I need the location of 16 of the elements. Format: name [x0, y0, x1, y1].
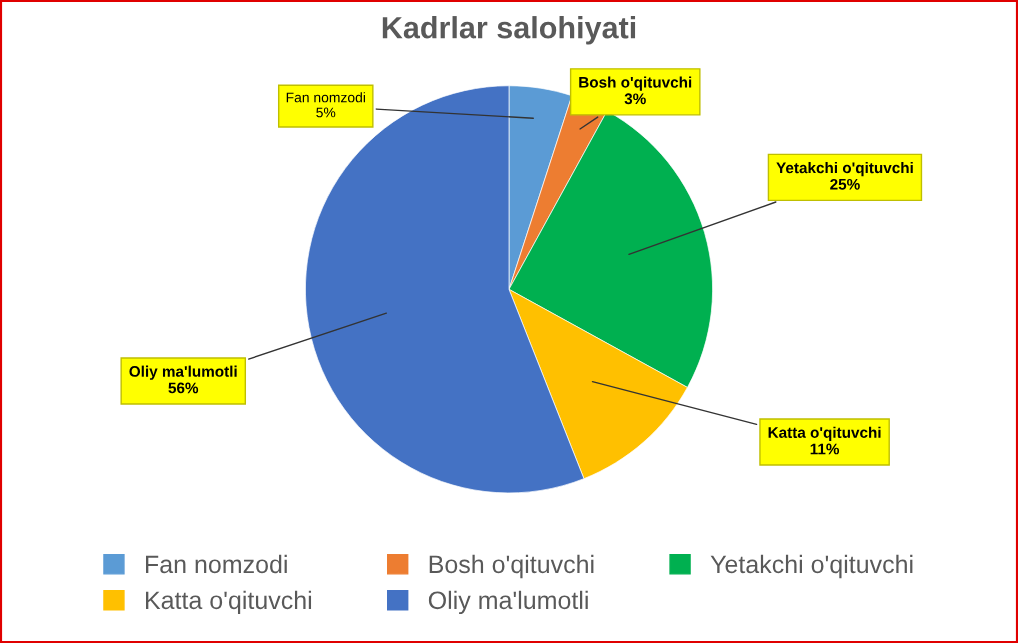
legend-label: Oliy ma'lumotli — [428, 590, 588, 615]
data-label: 5% — [316, 107, 336, 118]
slice-label: Bosh o'qituvchi — [579, 76, 692, 91]
legend-label: Katta o'qituvchi — [146, 590, 312, 615]
data-label: 11% — [810, 443, 840, 455]
legend-label: Yetakchi o'qituvchi — [710, 554, 913, 579]
data-label: 25% — [830, 178, 860, 190]
data-label: 3% — [624, 93, 646, 105]
data-label: 56% — [168, 382, 199, 394]
legend-label: Bosh o'qituvchi — [429, 554, 594, 579]
slice-label: Oliy ma'lumotli — [129, 365, 237, 380]
slice-label: Fan nomzodi — [286, 92, 365, 103]
slice-label: Yetakchi o'qituvchi — [776, 162, 913, 177]
chart-title: Kadrlar salohiyati — [382, 16, 636, 45]
legend-label: Fan nomzodi — [146, 554, 287, 574]
slice-label: Katta o'qituvchi — [768, 426, 881, 441]
